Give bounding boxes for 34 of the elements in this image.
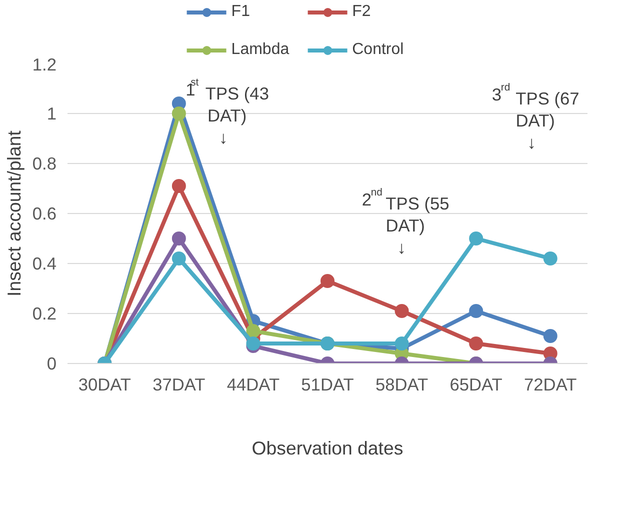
point	[543, 252, 558, 266]
point	[246, 336, 260, 350]
x-tick-label: 37DAT	[152, 374, 206, 394]
point	[172, 232, 186, 246]
y-axis-title: Insect account/plant	[3, 130, 24, 296]
x-tick-label: 72DAT	[524, 374, 578, 394]
legend-label: F2	[352, 3, 372, 21]
y-tick-label: 0.8	[32, 154, 57, 174]
y-tick-label: 1.2	[32, 54, 57, 74]
point	[246, 324, 260, 338]
point	[172, 179, 186, 193]
y-tick-label: 0	[46, 354, 57, 374]
legend-label: F1	[231, 3, 251, 21]
point	[394, 304, 409, 318]
point	[172, 252, 186, 266]
x-tick-label: 65DAT	[450, 374, 503, 394]
point	[394, 336, 409, 350]
x-tick-label: 44DAT	[226, 374, 280, 394]
x-tick-label: 58DAT	[375, 374, 429, 394]
legend-label: Control	[352, 41, 404, 59]
point	[469, 304, 484, 318]
point	[469, 232, 484, 246]
x-tick-label: 30DAT	[78, 374, 132, 394]
legend-label: Lambda	[231, 41, 290, 59]
y-tick-label: 0.4	[32, 254, 57, 274]
y-tick-label: 0.2	[32, 304, 57, 324]
point	[172, 106, 186, 120]
x-tick-label: 51DAT	[301, 374, 354, 394]
point	[469, 336, 484, 350]
point	[543, 329, 558, 343]
y-tick-label: 0.6	[32, 204, 57, 224]
point	[320, 274, 334, 288]
y-tick-label: 1	[46, 104, 57, 124]
x-axis-title: Observation dates	[252, 438, 404, 458]
